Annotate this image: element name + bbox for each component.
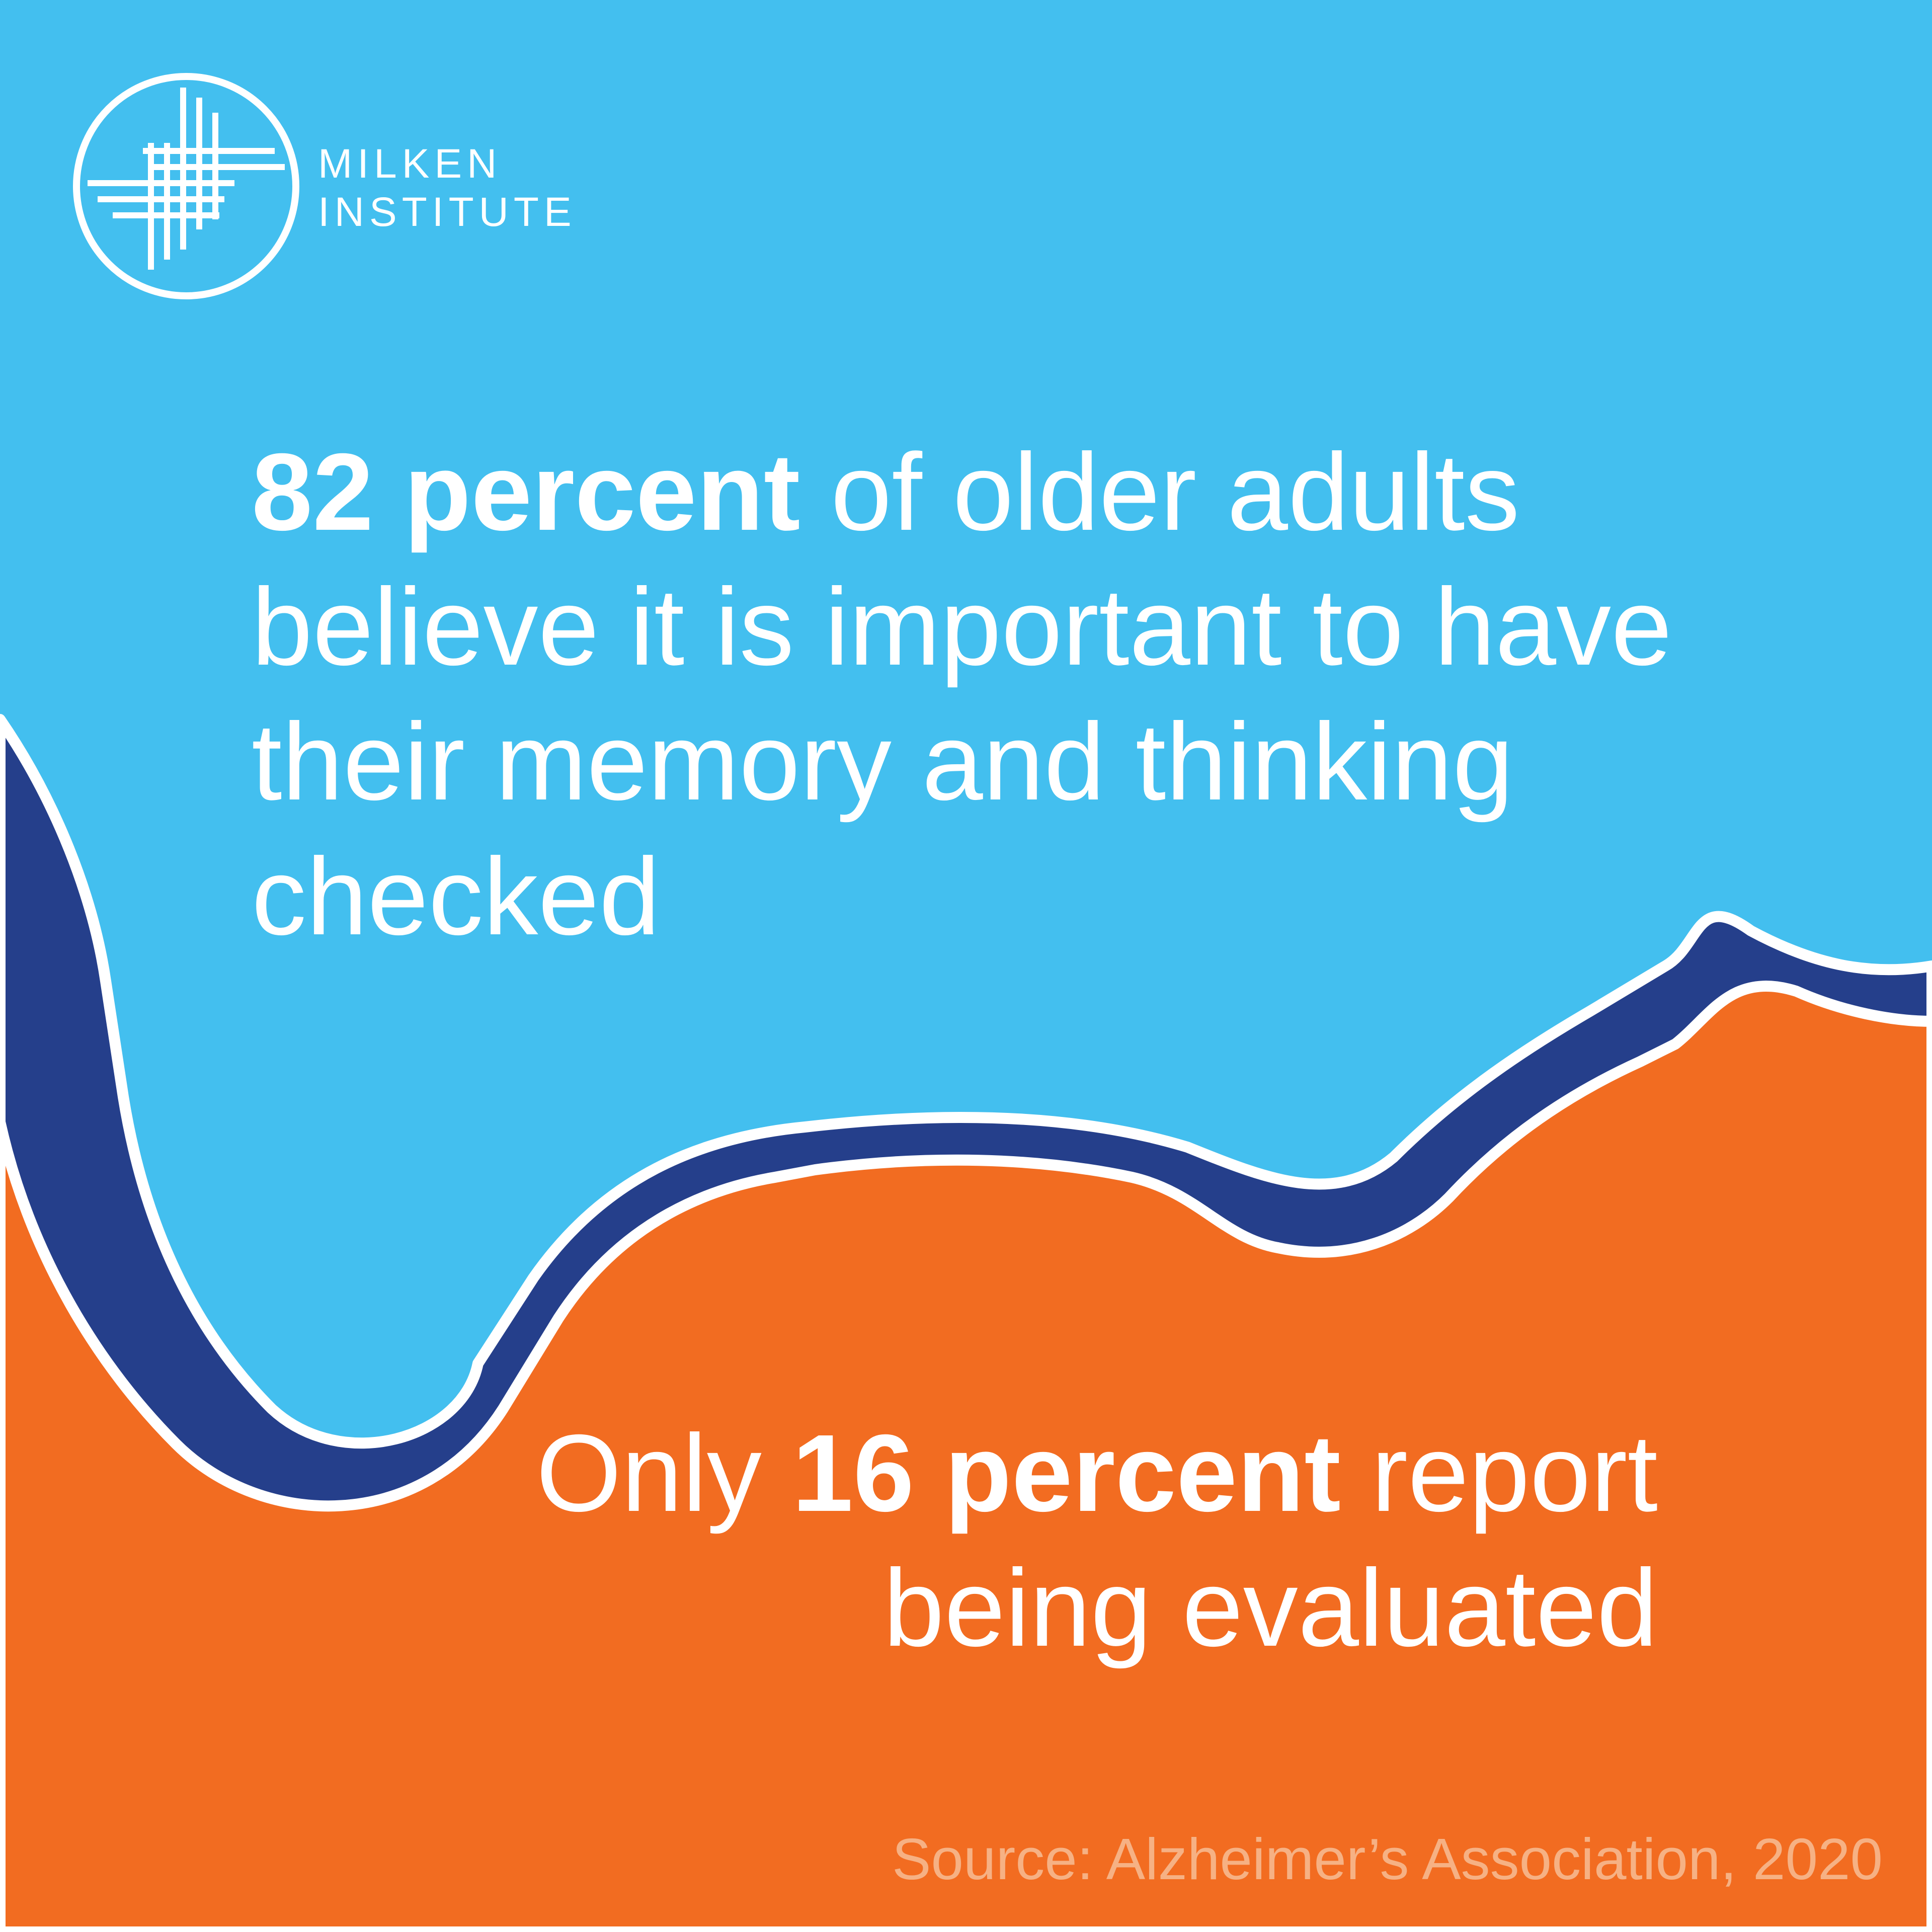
stat-top-text: of older adults believe it is important …	[252, 431, 1672, 958]
statistic-16-percent: Only 16 percent report being evaluated	[350, 1406, 1658, 1676]
stat-bottom-text: report being evaluated	[883, 1412, 1658, 1669]
stat-top-highlight: 82 percent	[252, 431, 800, 553]
logo-wordmark: MILKEN INSTITUTE	[318, 140, 577, 236]
logo-line-1: MILKEN	[318, 141, 502, 187]
stat-bottom-highlight: 16 percent	[792, 1412, 1341, 1535]
source-citation: Source: Alzheimer’s Association, 2020	[892, 1826, 1883, 1892]
stat-bottom-prefix: Only	[536, 1412, 762, 1535]
milken-grid-circle-icon	[73, 73, 299, 299]
statistic-82-percent: 82 percent of older adults believe it is…	[252, 425, 1761, 964]
logo-line-2: INSTITUTE	[318, 189, 577, 235]
orange-wave-area	[0, 981, 1932, 1932]
